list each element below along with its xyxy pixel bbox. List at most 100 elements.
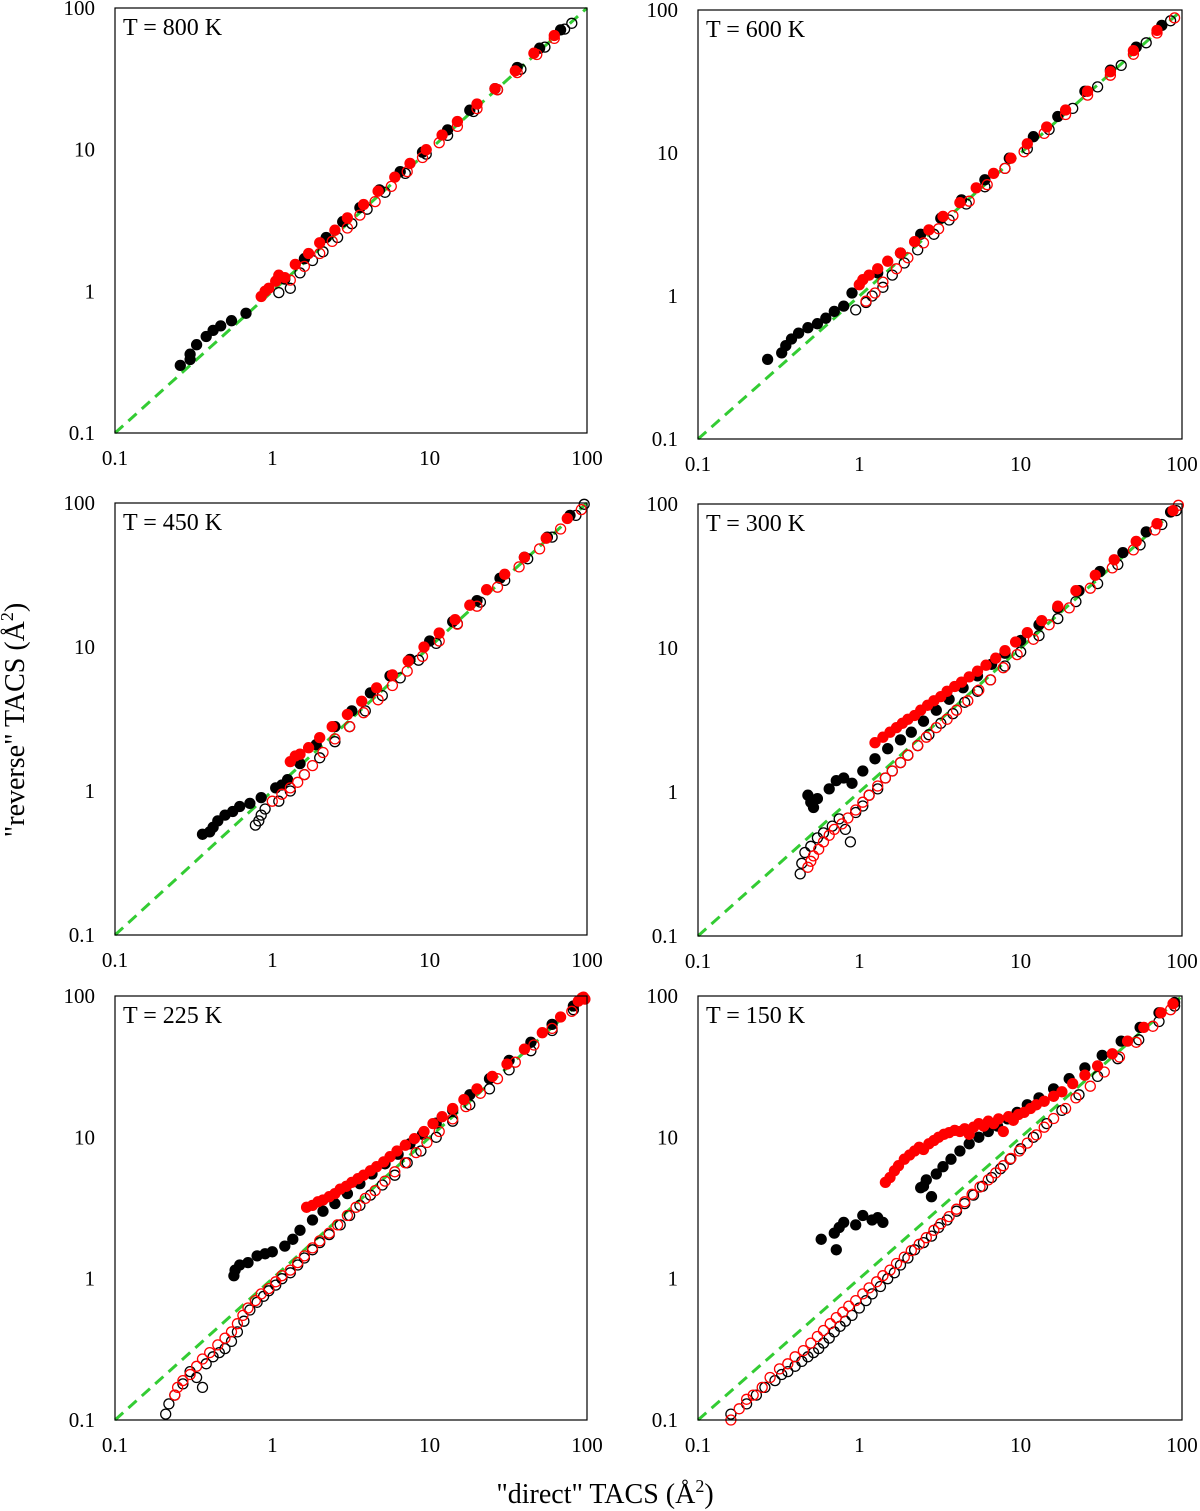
data-point (877, 1216, 889, 1229)
data-point (372, 185, 384, 197)
y-axis-title: "reverse" TACS (Å2) (0, 603, 31, 837)
data-point (1030, 1129, 1042, 1141)
data-point (997, 1125, 1009, 1138)
data-point (474, 1087, 487, 1099)
data-point (174, 359, 186, 372)
series-black-open (850, 15, 1177, 316)
data-point (1127, 44, 1140, 57)
data-point (1089, 569, 1101, 581)
data-point (923, 729, 935, 741)
data-point (860, 295, 872, 307)
data-point (225, 315, 238, 327)
data-point (255, 791, 267, 804)
data-point (451, 618, 464, 630)
data-point (240, 307, 252, 319)
y-tick-label: 0.1 (652, 1408, 678, 1432)
data-point (323, 1227, 335, 1239)
data-point (1113, 1051, 1126, 1063)
data-point (930, 721, 942, 734)
data-point (1033, 629, 1045, 642)
data-point (920, 1174, 932, 1186)
data-point (302, 247, 315, 260)
data-point (292, 1256, 304, 1269)
data-point (962, 695, 974, 707)
data-point (399, 1157, 411, 1169)
data-point (420, 144, 432, 156)
data-point (981, 179, 993, 191)
data-point (329, 733, 341, 745)
data-point (491, 581, 504, 593)
data-point (480, 584, 493, 596)
data-point (1084, 1080, 1096, 1092)
data-point (917, 715, 930, 727)
data-point (273, 286, 285, 299)
data-point (990, 652, 1002, 664)
data-point (1133, 1034, 1145, 1046)
data-point (1067, 1077, 1079, 1090)
series-red-filled (879, 998, 1179, 1189)
data-point (284, 274, 296, 286)
x-tick-label: 100 (1166, 1433, 1198, 1457)
data-point (982, 1174, 994, 1186)
data-point (326, 235, 338, 248)
data-point (184, 1368, 196, 1381)
data-point (263, 1282, 275, 1295)
data-point (941, 713, 953, 725)
chart-panel-1: 0.1 1 10 100 0.1 1 10 100 T = 800 K (64, 0, 603, 470)
data-point (284, 282, 296, 294)
data-point (391, 1145, 403, 1157)
data-point (920, 731, 932, 743)
data-point (836, 818, 848, 830)
y-tick-label: 1 (668, 780, 679, 804)
data-point (279, 1240, 291, 1252)
data-point (244, 1304, 256, 1316)
x-tick-label: 0.1 (685, 949, 711, 973)
data-point (997, 662, 1009, 674)
data-point (792, 327, 805, 339)
data-point (270, 1276, 282, 1288)
data-point (1027, 1131, 1040, 1143)
series-black-open (725, 1000, 1181, 1420)
x-tick-label: 0.1 (102, 948, 128, 972)
y-tick-label: 10 (74, 1125, 95, 1149)
data-point (279, 271, 291, 284)
data-point (1127, 48, 1140, 60)
x-tick-label: 10 (1010, 452, 1031, 476)
data-point (359, 705, 371, 717)
data-point (1059, 108, 1072, 121)
data-point (947, 209, 959, 222)
data-point (1063, 602, 1075, 614)
data-point (872, 263, 884, 275)
data-point (1011, 648, 1023, 661)
series-red-open (860, 12, 1181, 307)
data-point (539, 41, 551, 53)
data-point (416, 151, 429, 164)
data-point (954, 1145, 966, 1157)
data-point (905, 1244, 917, 1257)
data-point (343, 720, 356, 733)
data-point (190, 1371, 203, 1384)
data-point (1070, 1092, 1082, 1104)
data-point (820, 312, 832, 324)
data-point (943, 1210, 955, 1223)
data-point (886, 765, 898, 777)
data-point (357, 198, 370, 211)
data-point (1013, 1145, 1025, 1157)
data-point (531, 48, 543, 61)
data-point (451, 120, 464, 133)
data-point (846, 777, 858, 789)
x-tick-label: 0.1 (685, 452, 711, 476)
data-point (215, 320, 227, 332)
data-point (838, 1216, 850, 1229)
data-point (1070, 585, 1082, 597)
data-point (850, 304, 862, 316)
data-point (1079, 1069, 1091, 1081)
data-point (1164, 1004, 1177, 1016)
data-point (369, 195, 381, 208)
data-point (276, 788, 288, 800)
data-point (747, 1389, 759, 1401)
data-point (416, 650, 429, 663)
y-tick-label: 10 (657, 636, 678, 660)
data-point (1151, 518, 1163, 530)
data-point (830, 1311, 842, 1324)
